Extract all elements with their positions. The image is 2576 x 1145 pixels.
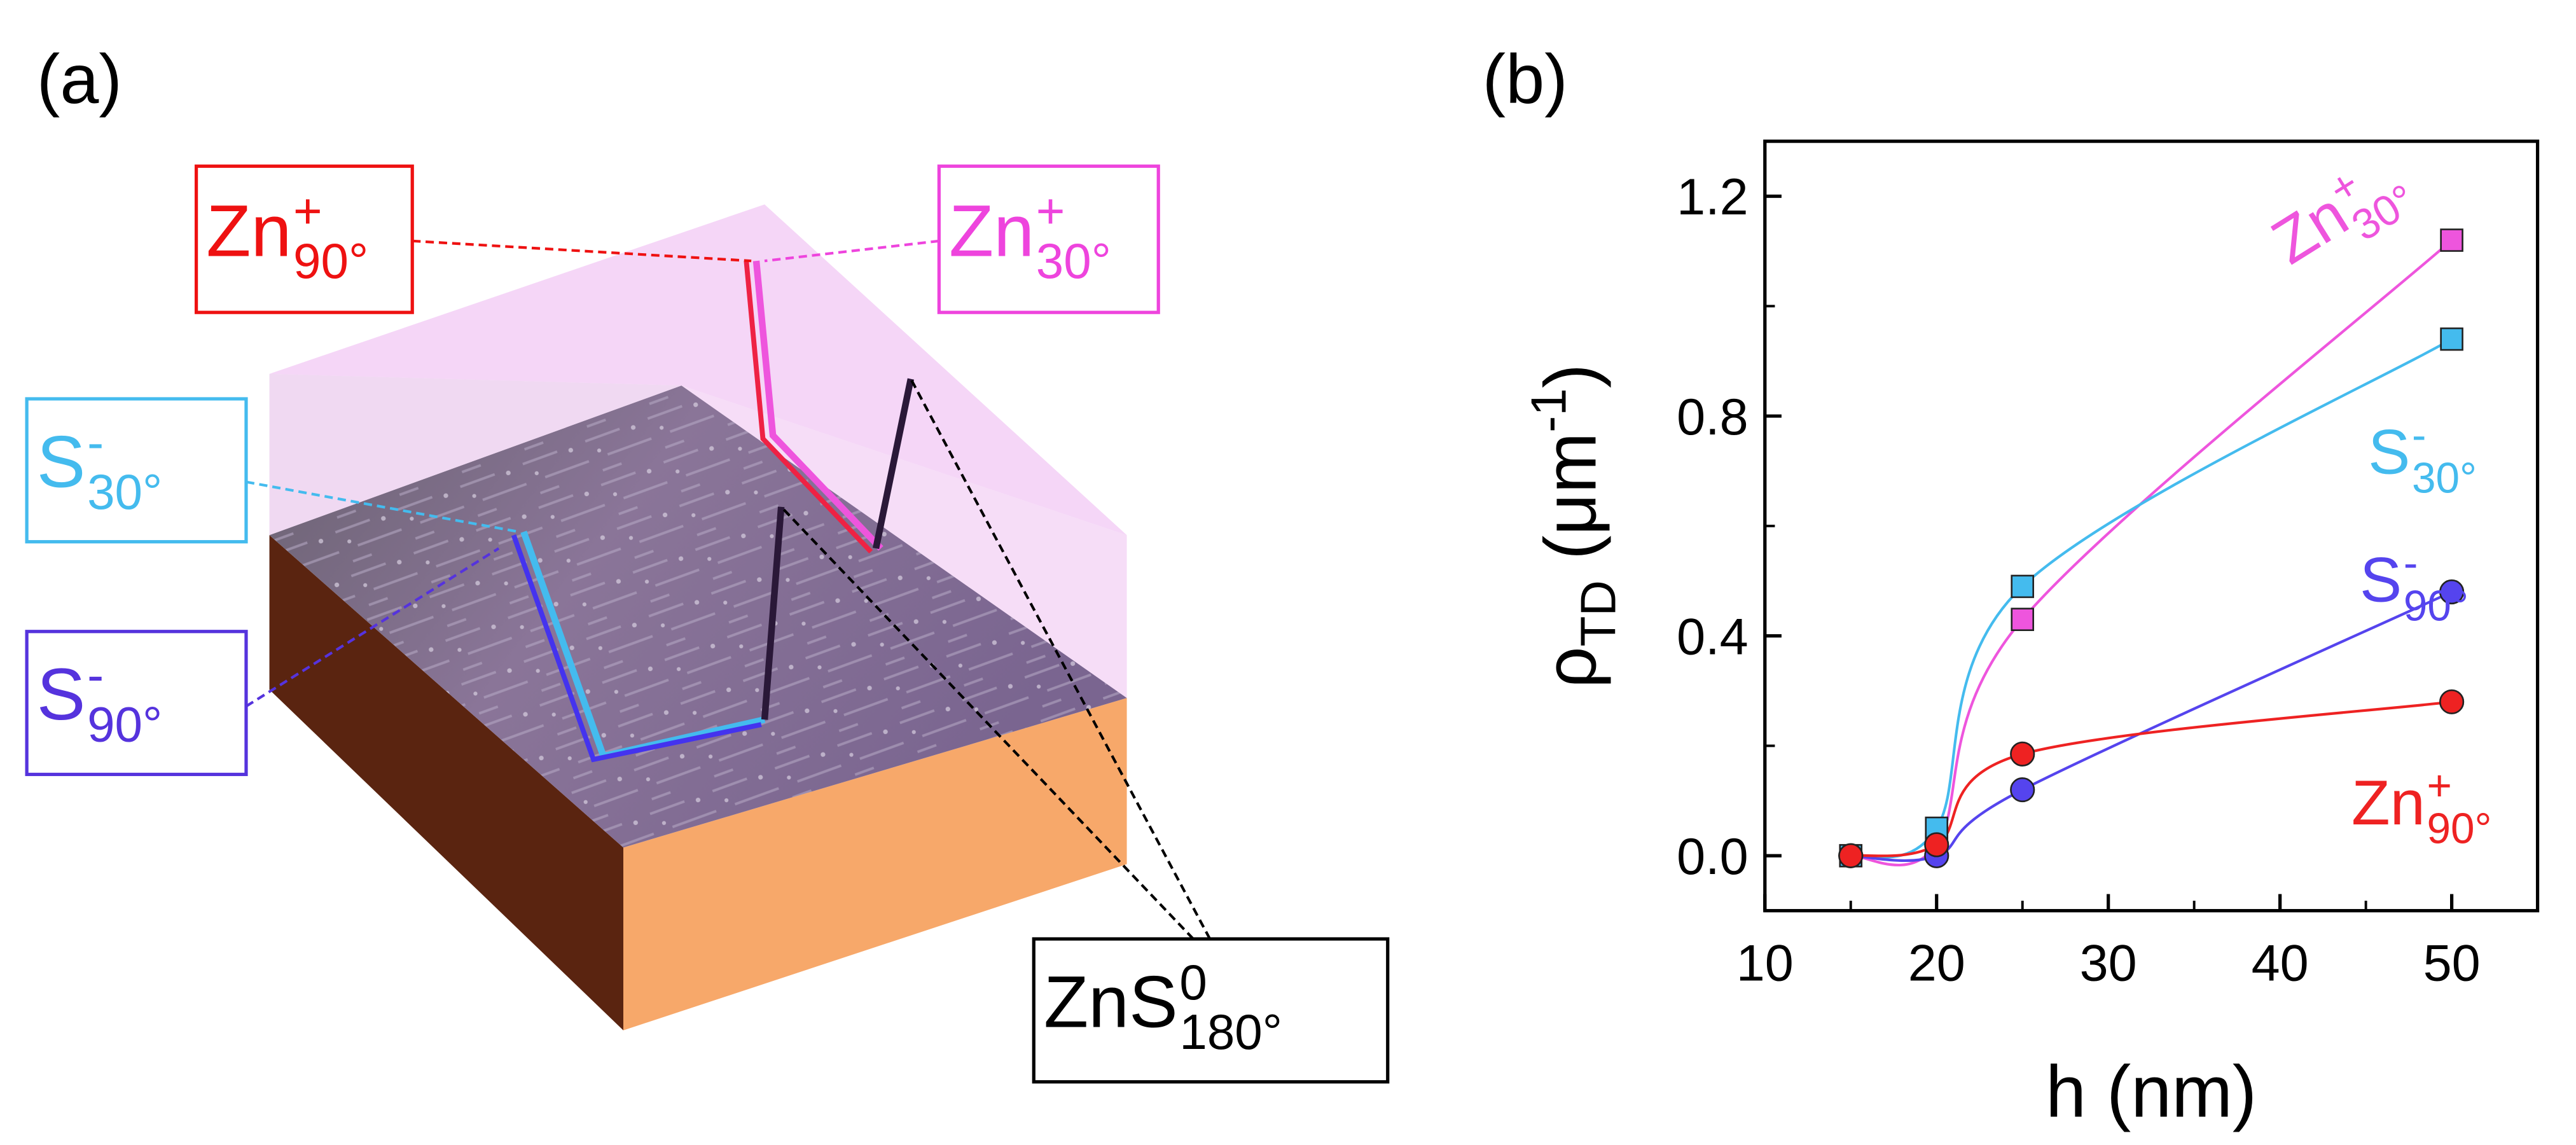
dislocation-s90 xyxy=(511,534,762,763)
x-axis-label: h (nm) xyxy=(2046,1051,2257,1133)
x-tick-label: 20 xyxy=(1908,934,1965,992)
label-sup: + xyxy=(2427,762,2451,810)
label-base: S xyxy=(2360,545,2402,616)
label-sup: 0 xyxy=(1179,954,1207,1010)
marker xyxy=(2440,327,2463,351)
label-sub: 90° xyxy=(293,233,368,289)
x-tick-label: 30 xyxy=(2080,934,2137,992)
dislocation-zns xyxy=(872,378,915,550)
dislocation-zn90 xyxy=(744,260,873,554)
label-box xyxy=(25,397,248,544)
label-sup: - xyxy=(87,414,104,470)
label-sub: 30° xyxy=(1036,233,1111,289)
label-sup: - xyxy=(2412,412,2426,459)
y-tick-label: 0.0 xyxy=(1677,828,1748,885)
label-base: ZnS xyxy=(1044,962,1178,1043)
y-axis-label-part: (μm xyxy=(1530,433,1611,580)
marker xyxy=(2439,689,2465,714)
panel-label: (a) xyxy=(37,41,122,118)
film-left-face xyxy=(269,373,682,536)
label-sub: 30° xyxy=(87,464,162,520)
label: S -90° xyxy=(2360,539,2469,630)
label-base: S xyxy=(2368,417,2410,488)
label-box xyxy=(937,164,1160,314)
series-line xyxy=(1850,700,2452,857)
block xyxy=(245,204,1212,1030)
x-tick-label: 40 xyxy=(2252,934,2309,992)
label-sub: 90° xyxy=(2404,583,2469,630)
label-sub: 30° xyxy=(2412,454,2477,502)
y-axis-label-part: -1 xyxy=(1520,388,1576,433)
label: Zn+30° xyxy=(2260,160,2424,277)
leader-line xyxy=(245,547,500,708)
label-sup: + xyxy=(1036,183,1065,239)
leader-line xyxy=(412,239,752,263)
surface-texture xyxy=(269,385,1127,848)
label: S -30° xyxy=(37,414,162,520)
label-base: S xyxy=(37,421,86,503)
block-left-face xyxy=(269,535,624,1030)
dislocation-zns xyxy=(761,506,785,720)
label-base: S xyxy=(37,654,86,735)
label-box xyxy=(25,630,248,777)
label: Zn+30° xyxy=(949,183,1111,289)
marker xyxy=(2011,574,2035,599)
marker xyxy=(2010,741,2035,767)
label-sub: 180° xyxy=(1179,1004,1282,1060)
label: S -30° xyxy=(2368,412,2477,503)
leader-line xyxy=(780,506,1195,940)
y-tick-label: 1.2 xyxy=(1677,169,1748,226)
series-line xyxy=(1850,338,2453,859)
label-sup: + xyxy=(293,183,322,239)
label: Zn +90° xyxy=(206,183,368,289)
label-base: Zn xyxy=(206,190,291,272)
film-top-face xyxy=(269,204,1127,536)
label-sub: 90° xyxy=(2427,805,2491,853)
label-box xyxy=(1032,937,1390,1084)
dislocation-zn30 xyxy=(752,260,883,551)
panel-label: (b) xyxy=(1483,41,1568,118)
label-sup: - xyxy=(2404,539,2418,587)
marker xyxy=(2010,777,2035,803)
label-base: Zn xyxy=(2351,768,2425,838)
leader-line xyxy=(246,480,519,534)
block-right-face xyxy=(623,698,1127,1030)
y-axis-label-part: ) xyxy=(1530,364,1611,388)
label: Zn +90° xyxy=(2351,762,2492,853)
leader-line xyxy=(764,239,939,263)
marker xyxy=(1838,843,1864,868)
y-axis-label-part: TD xyxy=(1570,580,1626,646)
marker xyxy=(2440,228,2463,252)
marker xyxy=(2011,607,2035,632)
label-base: Zn xyxy=(949,190,1034,272)
label-sub: 90° xyxy=(87,697,162,753)
label-box xyxy=(194,164,414,314)
y-tick-label: 0.4 xyxy=(1677,608,1748,665)
x-tick-label: 10 xyxy=(1736,934,1794,992)
series-line xyxy=(1850,239,2453,866)
marker xyxy=(2439,579,2465,605)
y-tick-label: 0.8 xyxy=(1677,389,1748,446)
marker xyxy=(1924,832,1949,857)
label: S -90° xyxy=(37,647,162,753)
label-sup: - xyxy=(87,647,104,703)
y-axis-label: ρTD (μm-1) xyxy=(1520,364,1626,688)
x-tick-label: 50 xyxy=(2423,934,2481,992)
y-axis-label-part: ρ xyxy=(1530,646,1611,688)
